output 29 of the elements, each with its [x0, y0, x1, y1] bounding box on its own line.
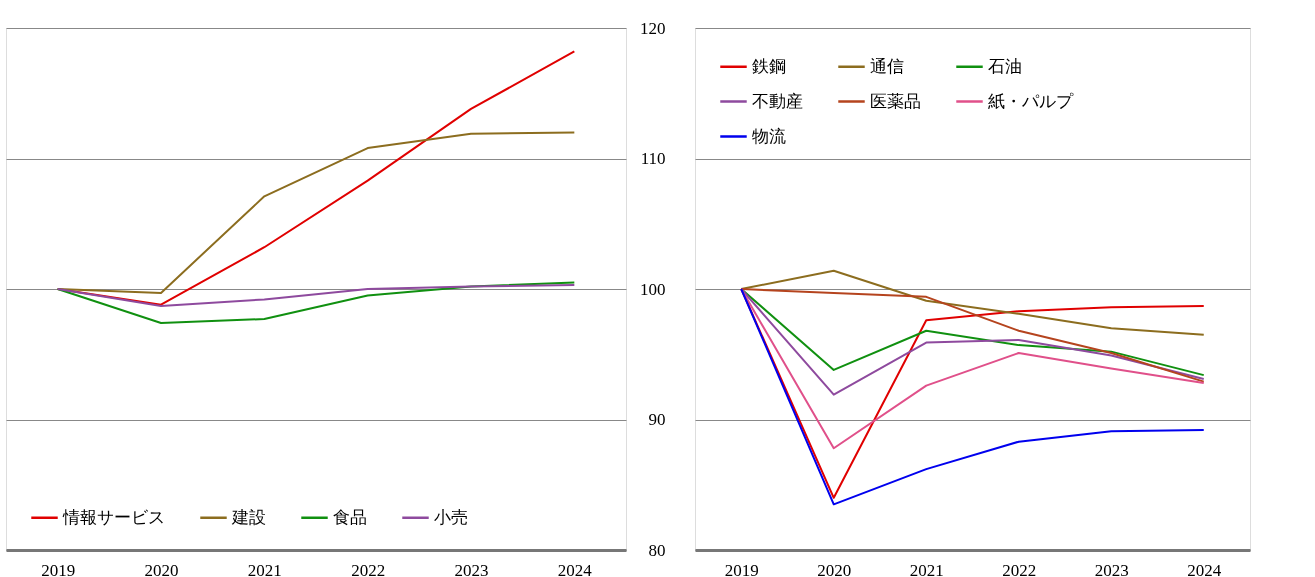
- x-tick-label: 2022: [351, 560, 386, 577]
- x-tick-label: 2019: [724, 560, 759, 577]
- legend-label: 小売: [434, 506, 468, 527]
- legend-label: 不動産: [752, 90, 803, 111]
- legend-label: 通信: [870, 55, 904, 76]
- x-tick-label: 2024: [1187, 560, 1222, 577]
- legend-label: 紙・パルプ: [988, 90, 1074, 111]
- legend-label: 鉄鋼: [752, 55, 786, 76]
- y-tick-label: 80: [648, 540, 666, 560]
- x-tick-label: 2024: [557, 560, 593, 577]
- x-tick-label: 2021: [247, 560, 282, 577]
- y-tick-label: 100: [640, 279, 666, 299]
- y-tick-label: 120: [640, 18, 666, 38]
- x-tick-label: 2020: [817, 560, 852, 577]
- line-series: [740, 288, 1205, 450]
- x-tick-label: 2022: [1002, 560, 1037, 577]
- legend-label: 医薬品: [870, 90, 921, 111]
- legend-label: 建設: [231, 506, 266, 527]
- x-tick-label: 2019: [41, 560, 76, 577]
- legend-label: 食品: [333, 506, 367, 527]
- x-tick-label: 2020: [144, 560, 179, 577]
- legend-label: 情報サービス: [62, 506, 165, 527]
- y-tick-label: 110: [640, 149, 666, 168]
- x-tick-label: 2023: [1094, 560, 1129, 577]
- legend-label: 物流: [752, 125, 786, 146]
- y-tick-label: 90: [648, 410, 666, 429]
- x-tick-label: 2023: [454, 560, 489, 577]
- x-tick-label: 2021: [909, 560, 944, 577]
- legend-label: 石油: [988, 55, 1022, 76]
